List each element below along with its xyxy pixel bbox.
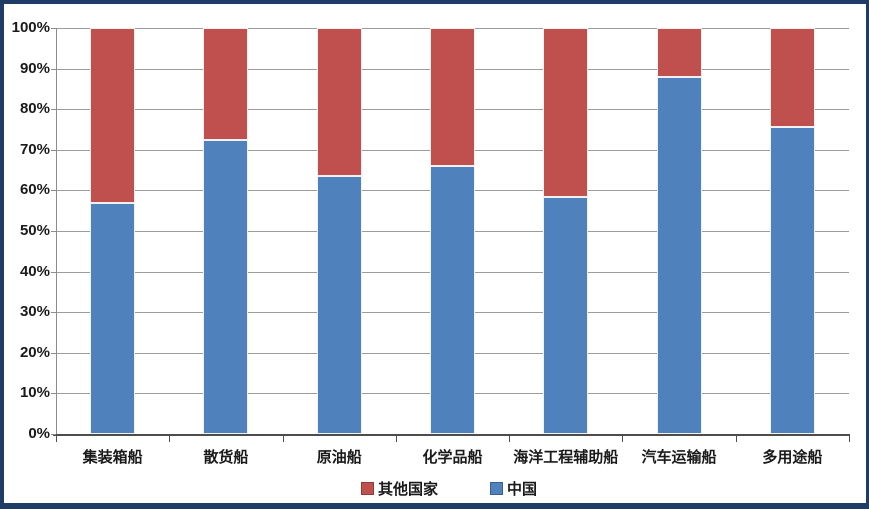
x-category-label: 散货船 <box>203 449 249 466</box>
x-category-label: 原油船 <box>316 449 362 466</box>
bar-segment-其他国家 <box>316 28 362 177</box>
bar-segment-中国 <box>430 166 475 434</box>
y-tick-mark <box>51 231 56 232</box>
y-tick-label: 90% <box>19 59 50 77</box>
bar-segment-中国 <box>203 139 249 434</box>
legend-item-中国: 中国 <box>490 478 537 499</box>
bar-散货船 <box>203 28 249 434</box>
y-tick-label: 50% <box>19 222 50 239</box>
x-tick-mark <box>282 436 284 442</box>
y-tick-mark <box>51 352 56 354</box>
bar-海洋工程辅助船 <box>543 28 589 434</box>
bar-segment-中国 <box>90 202 136 434</box>
x-tick-mark <box>56 436 57 442</box>
y-tick-label: 100% <box>11 19 50 36</box>
bar-segment-中国 <box>656 76 702 434</box>
y-tick-mark <box>51 393 56 395</box>
bar-segment-其他国家 <box>769 28 815 128</box>
plot-area <box>56 28 849 434</box>
y-tick-mark <box>51 28 56 29</box>
bar-集装箱船 <box>90 28 136 434</box>
bar-segment-中国 <box>316 176 362 434</box>
bar-segment-其他国家 <box>656 28 702 77</box>
y-axis-line <box>56 28 57 435</box>
x-tick-mark <box>735 436 737 442</box>
y-tick-label: 30% <box>19 303 50 321</box>
x-tick-mark <box>849 436 850 442</box>
y-tick-mark <box>51 68 56 70</box>
bar-segment-其他国家 <box>90 28 136 203</box>
x-category-label: 集装箱船 <box>82 449 143 466</box>
x-category-label: 汽车运输船 <box>641 449 717 466</box>
y-tick-mark <box>51 149 56 151</box>
legend-swatch-icon <box>360 482 374 495</box>
x-category-label: 海洋工程辅助船 <box>513 449 619 466</box>
bar-化学品船 <box>430 28 475 434</box>
bar-segment-中国 <box>769 127 815 434</box>
legend-swatch-icon <box>490 482 503 495</box>
legend-label: 其他国家 <box>377 481 438 498</box>
legend-item-其他国家: 其他国家 <box>360 478 438 499</box>
bar-segment-其他国家 <box>430 28 475 167</box>
y-tick-label: 20% <box>19 343 50 361</box>
y-tick-mark <box>51 271 56 273</box>
y-tick-mark <box>51 109 56 111</box>
x-tick-mark <box>509 436 511 442</box>
y-tick-label: 0% <box>28 425 50 442</box>
bar-多用途船 <box>769 28 815 434</box>
x-category-label: 化学品船 <box>422 449 483 466</box>
y-tick-label: 10% <box>19 384 50 402</box>
x-category-label: 多用途船 <box>762 449 823 466</box>
x-tick-mark <box>622 436 624 442</box>
y-tick-label: 40% <box>19 262 50 280</box>
x-axis-line <box>53 434 850 436</box>
y-tick-mark <box>51 190 56 192</box>
bar-原油船 <box>316 28 362 434</box>
x-tick-mark <box>169 436 171 442</box>
legend-label: 中国 <box>507 481 538 498</box>
bar-汽车运输船 <box>656 28 702 434</box>
bar-segment-中国 <box>543 196 589 434</box>
y-tick-label: 80% <box>19 100 50 118</box>
y-tick-mark <box>51 312 56 314</box>
y-tick-label: 60% <box>19 181 50 199</box>
x-tick-mark <box>395 436 397 442</box>
legend: 其他国家 中国 <box>4 478 866 499</box>
bar-segment-其他国家 <box>203 28 249 140</box>
y-tick-label: 70% <box>19 140 50 158</box>
bar-segment-其他国家 <box>543 28 589 197</box>
y-tick-mark <box>51 434 56 435</box>
